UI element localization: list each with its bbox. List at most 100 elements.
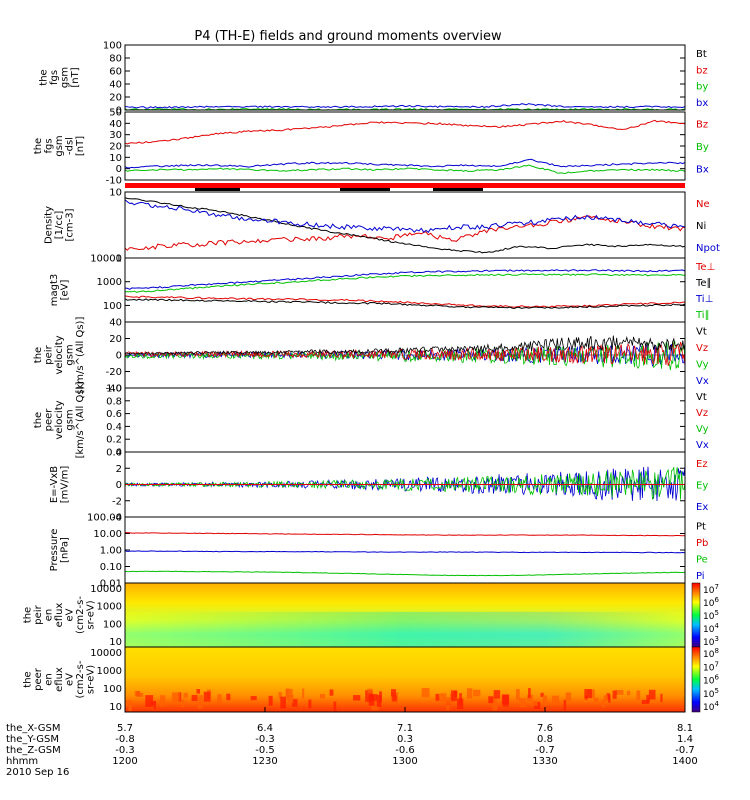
spectrogram-cell bbox=[198, 695, 203, 702]
y-tick-label: 100 bbox=[103, 619, 122, 630]
y-axis-label: [mV/m] bbox=[59, 466, 70, 504]
ephem-value: 6.4 bbox=[257, 723, 273, 734]
spectrogram-cell bbox=[519, 698, 526, 708]
y-tick-label: 100 bbox=[103, 41, 122, 52]
y-tick-label: 0.10 bbox=[100, 562, 122, 573]
spectrogram-cell bbox=[435, 693, 440, 701]
y-tick-label: 1000 bbox=[97, 277, 122, 288]
series-Pb bbox=[125, 532, 686, 537]
panel-frame bbox=[124, 191, 686, 259]
spectrogram-cell bbox=[516, 689, 520, 701]
y-tick-label: 80 bbox=[109, 54, 122, 65]
panel-frame bbox=[124, 257, 686, 323]
series-Bx bbox=[124, 158, 686, 169]
legend-pressure: Pi bbox=[696, 571, 705, 582]
y-tick-label: 1000 bbox=[97, 602, 122, 613]
y-tick-label: 0 bbox=[116, 164, 122, 175]
spectrogram-cell bbox=[171, 692, 180, 702]
legend-temperature: Te∥ bbox=[695, 278, 712, 289]
panel-frame bbox=[124, 44, 686, 111]
ephem-value: -0.7 bbox=[675, 745, 695, 756]
spectrogram-cell bbox=[287, 695, 294, 703]
date-label: 2010 Sep 16 bbox=[6, 767, 69, 778]
y-axis-label: fgs bbox=[44, 138, 55, 153]
spectrogram-cell bbox=[646, 694, 650, 703]
chart-title: P4 (TH-E) fields and ground moments over… bbox=[194, 29, 502, 44]
y-axis-label: the bbox=[33, 138, 44, 154]
y-axis-label: [eV] bbox=[59, 280, 70, 301]
legend-temperature: Ti∥ bbox=[695, 310, 710, 321]
spectrogram-cell bbox=[528, 688, 531, 699]
panel-peir_spectrogram: 10 100 1000 10000 the peir en eflux eV (cm2-s-sr-… bbox=[23, 582, 719, 648]
y-axis-label: eflux bbox=[54, 667, 65, 692]
spectrogram-cell bbox=[473, 689, 481, 697]
colorbar-tick-label: 106 bbox=[703, 596, 719, 609]
y-tick-label: 0.01 bbox=[100, 579, 122, 590]
y-tick-label: -20 bbox=[106, 367, 122, 378]
spectrogram-cell bbox=[203, 691, 211, 702]
y-tick-label: 100 bbox=[103, 301, 122, 312]
spectrogram-cell bbox=[492, 698, 498, 711]
y-axis-label: gsm bbox=[59, 67, 70, 88]
spectrogram-cell bbox=[540, 692, 544, 697]
flag-black bbox=[195, 188, 240, 191]
legend-peer_velocity: Vx bbox=[696, 440, 709, 451]
y-axis-label: gsm bbox=[54, 135, 65, 156]
y-axis-label: peer bbox=[33, 667, 44, 691]
y-axis-label: [nT] bbox=[75, 136, 86, 156]
series-Npot bbox=[124, 199, 686, 234]
spectrogram-cell bbox=[191, 694, 198, 702]
series-Ti⊥ bbox=[124, 269, 686, 290]
ephem-value: 8.1 bbox=[677, 723, 693, 734]
y-axis-label: velocity bbox=[54, 400, 65, 439]
y-tick-label: -4 bbox=[112, 513, 122, 524]
y-tick-label: 10 bbox=[109, 188, 122, 199]
y-tick-label: 1000 bbox=[97, 666, 122, 677]
y-axis-label: [nT] bbox=[70, 67, 81, 87]
ephem-value: 0.3 bbox=[397, 734, 413, 745]
y-axis-label: Density bbox=[44, 206, 55, 244]
panel-frame bbox=[124, 111, 686, 181]
ephem-value: -0.8 bbox=[115, 734, 135, 745]
legend-fgs_gsm_2: Bz bbox=[696, 119, 708, 130]
y-tick-label: 2 bbox=[116, 464, 122, 475]
spectrogram-cell bbox=[451, 690, 457, 702]
ephem-value: -0.3 bbox=[115, 745, 135, 756]
spectrogram-cell bbox=[353, 695, 361, 701]
y-tick-label: 0.6 bbox=[106, 409, 122, 420]
spectrogram-cell bbox=[660, 693, 663, 702]
colorbar-tick-label: 106 bbox=[703, 674, 719, 687]
panel-temperature: 100 1000 10000 magt3 [eV] Te⊥ Te∥ Ti⊥ Ti∥ bbox=[49, 254, 715, 323]
panel-peer_velocity: 0.0 0.2 0.4 0.6 0.81.0 the peer velocity gsm [km/… bbox=[33, 382, 709, 459]
series-By bbox=[124, 164, 686, 174]
y-axis-label: eflux bbox=[54, 603, 65, 628]
ephem-label-y: the_Y-GSM bbox=[6, 734, 59, 745]
series-vy bbox=[124, 341, 686, 371]
flag-black bbox=[340, 188, 390, 191]
spectrogram-cell bbox=[302, 688, 305, 699]
spectrogram-cell bbox=[626, 690, 631, 696]
legend-efield: Ey bbox=[696, 481, 708, 492]
ephem-value: -0.7 bbox=[535, 745, 555, 756]
series-ey bbox=[124, 467, 686, 500]
series-Te∥ bbox=[124, 298, 686, 309]
spectrogram-cell bbox=[603, 695, 608, 701]
spectrogram-cell bbox=[542, 695, 548, 706]
ephem-value: 1230 bbox=[252, 756, 277, 767]
spectrogram-cell bbox=[319, 694, 326, 699]
colorbar-tick-label: 105 bbox=[703, 687, 719, 700]
spectrogram-cell bbox=[440, 693, 447, 703]
y-axis-label: [1/cc] bbox=[54, 211, 65, 240]
legend-peer_velocity: Vt bbox=[696, 392, 707, 403]
y-axis-label: sr-eV) bbox=[86, 665, 97, 694]
ephem-value: 0.8 bbox=[537, 734, 553, 745]
y-tick-label: 0 bbox=[116, 351, 122, 362]
legend-efield: Ez bbox=[696, 459, 708, 470]
ephemeris-table: the_X-GSM the_Y-GSM the_Z-GSM hhmm 2010 … bbox=[6, 723, 698, 778]
spectrogram-cell bbox=[612, 690, 617, 699]
spectrogram-cell bbox=[226, 693, 231, 701]
ephem-value: 5.7 bbox=[117, 723, 133, 734]
spectrogram-cell bbox=[502, 694, 509, 707]
